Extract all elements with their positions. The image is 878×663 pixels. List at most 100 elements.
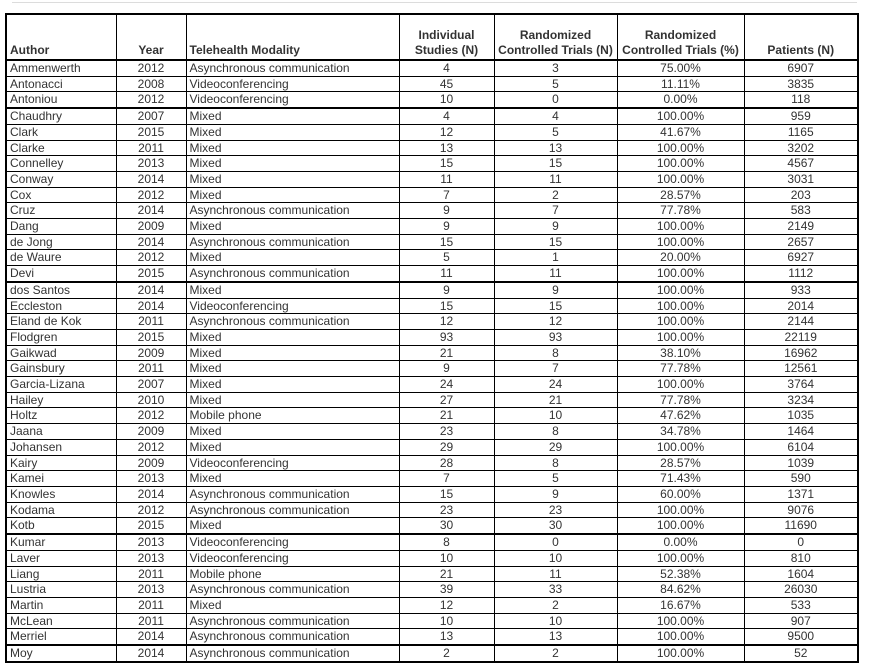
cell-patients: 0: [743, 533, 859, 551]
cell-individual_studies: 4: [398, 59, 495, 77]
cell-year: 2014: [115, 202, 187, 220]
cell-individual_studies: 9: [398, 280, 495, 299]
cell-year: 2013: [115, 549, 187, 567]
cell-patients: 1112: [743, 265, 859, 283]
cell-author: Gainsbury: [5, 360, 117, 378]
cell-individual_studies: 29: [398, 438, 495, 456]
cell-modality: Mobile phone: [185, 407, 400, 425]
cell-modality: Mixed: [185, 596, 400, 614]
table-row: Clarke 2011 Mixed 13 13 100.00% 3202: [5, 139, 859, 157]
cell-individual_studies: 15: [398, 233, 495, 251]
cell-rct_n: 7: [493, 202, 618, 220]
cell-patients: 907: [743, 612, 859, 630]
cell-year: 2014: [115, 297, 187, 315]
table-row: Antonacci 2008 Videoconferencing 45 5 11.11% 3…: [5, 75, 859, 93]
cell-modality: Videoconferencing: [185, 533, 400, 551]
cell-modality: Mixed: [185, 218, 400, 235]
cell-individual_studies: 30: [398, 517, 495, 535]
cell-author: de Jong: [5, 233, 117, 251]
cell-patients: 6927: [743, 249, 859, 267]
cell-rct_n: 10: [493, 612, 618, 630]
cell-rct_pct: 34.78%: [616, 423, 745, 440]
cell-year: 2013: [115, 155, 187, 172]
cell-year: 2012: [115, 407, 187, 425]
col-header-rct-n: Randomized Controlled Trials (N): [493, 13, 618, 61]
cell-author: Eland de Kok: [5, 313, 117, 330]
cell-modality: Asynchronous communication: [185, 265, 400, 283]
cell-individual_studies: 5: [398, 249, 495, 267]
cell-patients: 3835: [743, 75, 859, 93]
cell-rct_pct: 20.00%: [616, 249, 745, 267]
cell-patients: 1165: [743, 123, 859, 141]
cell-rct_n: 11: [493, 170, 618, 188]
cell-year: 2011: [115, 612, 187, 630]
cell-modality: Asynchronous communication: [185, 612, 400, 630]
telehealth-studies-table: Author Year Telehealth Modality Individu…: [5, 13, 859, 663]
cell-individual_studies: 15: [398, 297, 495, 315]
cell-year: 2015: [115, 265, 187, 283]
cell-rct_pct: 16.67%: [616, 596, 745, 614]
cell-rct_n: 8: [493, 454, 618, 472]
table-row: Hailey 2010 Mixed 27 21 77.78% 3234: [5, 391, 859, 409]
cell-patients: 4567: [743, 155, 859, 172]
cell-patients: 11690: [743, 517, 859, 535]
col-header-rct-pct: Randomized Controlled Trials (%): [616, 13, 745, 61]
cell-rct_pct: 52.38%: [616, 565, 745, 583]
cell-rct_pct: 100.00%: [616, 139, 745, 157]
cell-author: Cox: [5, 186, 117, 204]
cell-individual_studies: 7: [398, 186, 495, 204]
cell-patients: 933: [743, 280, 859, 299]
cell-individual_studies: 15: [398, 155, 495, 172]
table-row: dos Santos 2014 Mixed 9 9 100.00% 933: [5, 280, 859, 299]
cell-author: Chaudhry: [5, 107, 117, 125]
table-row: Jaana 2009 Mixed 23 8 34.78% 1464: [5, 423, 859, 440]
cell-author: Ammenwerth: [5, 59, 117, 77]
cell-author: Martin: [5, 596, 117, 614]
table-row: Gaikwad 2009 Mixed 21 8 38.10% 16962: [5, 344, 859, 362]
cell-rct_pct: 100.00%: [616, 438, 745, 456]
cell-author: Eccleston: [5, 297, 117, 315]
cell-patients: 12561: [743, 360, 859, 378]
cell-rct_n: 13: [493, 139, 618, 157]
cell-modality: Mixed: [185, 139, 400, 157]
cell-modality: Mixed: [185, 376, 400, 393]
cell-author: McLean: [5, 612, 117, 630]
cell-modality: Asynchronous communication: [185, 644, 400, 663]
cell-author: Kumar: [5, 533, 117, 551]
cell-modality: Asynchronous communication: [185, 485, 400, 503]
cell-modality: Mixed: [185, 155, 400, 172]
cell-modality: Asynchronous communication: [185, 59, 400, 77]
cell-rct_n: 15: [493, 155, 618, 172]
cell-modality: Mixed: [185, 186, 400, 204]
cell-modality: Asynchronous communication: [185, 628, 400, 646]
cell-year: 2012: [115, 91, 187, 109]
cell-year: 2014: [115, 233, 187, 251]
cell-rct_n: 3: [493, 59, 618, 77]
cell-author: Liang: [5, 565, 117, 583]
cell-author: Laver: [5, 549, 117, 567]
cell-rct_pct: 38.10%: [616, 344, 745, 362]
cell-rct_pct: 100.00%: [616, 313, 745, 330]
cell-individual_studies: 12: [398, 596, 495, 614]
cell-author: Kodama: [5, 501, 117, 519]
cell-rct_n: 10: [493, 407, 618, 425]
cell-modality: Videoconferencing: [185, 91, 400, 109]
cell-rct_pct: 41.67%: [616, 123, 745, 141]
cell-rct_n: 11: [493, 565, 618, 583]
cell-modality: Asynchronous communication: [185, 313, 400, 330]
cell-individual_studies: 23: [398, 423, 495, 440]
cell-rct_n: 23: [493, 501, 618, 519]
cell-patients: 26030: [743, 581, 859, 598]
cell-individual_studies: 13: [398, 628, 495, 646]
cell-year: 2009: [115, 344, 187, 362]
cell-author: Kairy: [5, 454, 117, 472]
cell-year: 2015: [115, 517, 187, 535]
col-header-patients: Patients (N): [743, 13, 859, 61]
cell-modality: Mixed: [185, 249, 400, 267]
cell-rct_n: 11: [493, 265, 618, 283]
cell-individual_studies: 2: [398, 644, 495, 663]
cell-year: 2012: [115, 59, 187, 77]
cell-patients: 1035: [743, 407, 859, 425]
table-row: Kotb 2015 Mixed 30 30 100.00% 11690: [5, 517, 859, 535]
